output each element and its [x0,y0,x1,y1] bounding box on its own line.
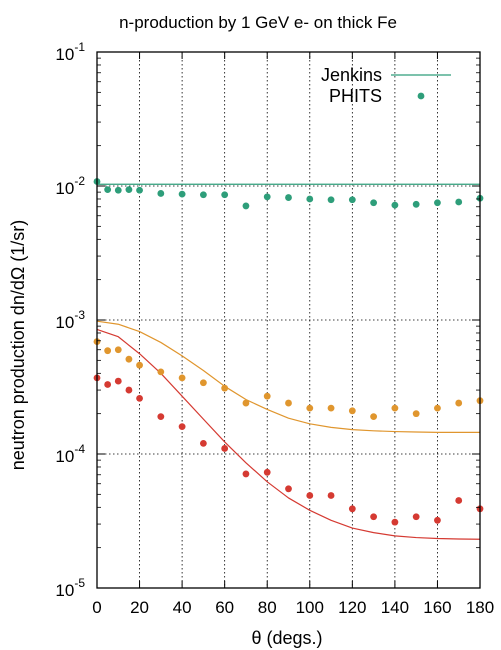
data-point [114,377,122,385]
data-point [455,399,463,407]
data-point [306,195,314,203]
data-point [178,190,186,198]
x-axis-label: θ (degs.) [251,628,322,648]
data-point [221,384,229,392]
data-point [348,505,356,513]
data-point [370,199,378,207]
data-point [125,386,133,394]
x-tick-label: 40 [173,598,192,617]
model-curve [96,328,481,540]
legend-point-swatch [417,92,425,100]
model-curve [96,320,480,433]
data-point [136,361,143,369]
x-tick-label: 80 [258,598,277,617]
data-point [412,410,420,418]
data-point [327,492,335,499]
data-point [199,379,207,387]
x-tick-label: 100 [296,598,324,617]
y-tick-label: 10-2 [55,174,85,198]
data-point [136,394,143,402]
data-point [242,202,250,210]
data-point [136,186,143,194]
data-point [125,186,133,194]
data-point [263,193,271,201]
data-point [178,374,186,382]
y-axis-label: neutron production dn/dΩ (1/sr) [8,220,28,471]
data-point [412,200,420,208]
data-point [157,413,165,421]
data-point [455,497,463,504]
x-tick-label: 160 [423,598,451,617]
data-point [263,468,271,476]
data-point [434,404,441,412]
data-point [104,347,112,355]
data-point [199,439,207,447]
data-point [114,346,122,354]
data-point [455,198,463,206]
data-point [157,190,165,197]
data-point [199,191,207,199]
grid [97,52,480,588]
data-point [178,423,186,431]
data-point [348,407,356,415]
x-tick-label: 60 [215,598,234,617]
data-point [434,199,441,207]
y-tick-label: 10-5 [55,576,85,600]
axis-ticks: 0 20 40 60 80 100 120 140 160 180 10-5 10-4 10-3 10-2… [55,40,494,617]
data-point [370,413,378,421]
data-point [306,404,314,412]
data-point [370,513,378,521]
data-point [285,485,292,493]
x-tick-label: 180 [466,598,494,617]
data-point [242,470,250,478]
data-points [93,178,484,526]
legend-label: PHITS [329,86,382,106]
x-tick-label: 0 [92,598,101,617]
data-point [434,516,441,524]
data-point [104,381,112,388]
data-point [327,404,335,412]
x-tick-label: 20 [130,598,149,617]
y-tick-label: 10-1 [55,40,85,64]
data-point [412,513,420,521]
data-point [391,404,399,412]
chart-title: n-production by 1 GeV e- on thick Fe [119,13,397,32]
data-point [242,399,250,407]
x-tick-label: 120 [338,598,366,617]
data-point [104,186,112,194]
data-point [391,201,399,209]
data-point [221,445,229,452]
data-point [306,492,314,499]
y-tick-label: 10-3 [55,308,85,332]
x-tick-label: 140 [381,598,409,617]
legend-label: Jenkins [321,65,382,85]
data-point [285,399,292,407]
data-point [327,196,335,204]
data-point [263,392,271,400]
data-point [391,518,399,526]
data-point [221,191,229,199]
data-point [157,368,165,376]
data-point [348,196,356,204]
data-point [125,355,133,363]
data-point [285,194,292,201]
y-tick-label: 10-4 [55,442,85,466]
data-point [114,186,122,194]
